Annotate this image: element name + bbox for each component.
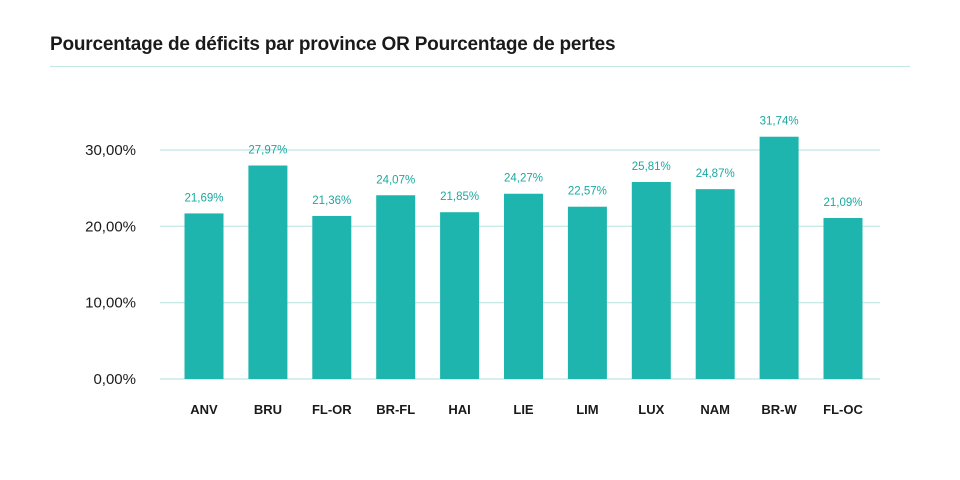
x-tick-label: BR-W [761,402,797,417]
chart-title: Pourcentage de déficits par province OR … [50,34,616,55]
data-label: 27,97% [248,144,287,156]
data-label: 21,85% [440,191,479,203]
y-tick-label: 0,00% [93,371,136,388]
bar [695,189,735,379]
x-tick-label: LIE [513,402,534,417]
bar [440,212,480,379]
x-tick-label: BRU [254,402,282,417]
x-tick-label: BR-FL [376,402,415,417]
y-tick-label: 20,00% [85,218,136,235]
bar [823,218,863,379]
bar [504,193,543,379]
bar [631,181,671,379]
data-label: 21,09% [823,197,862,209]
x-tick-label: NAM [700,402,730,417]
data-label: 24,07% [376,174,415,186]
data-label: 22,57% [568,186,607,198]
bar [376,195,416,379]
data-label: 31,74% [760,116,799,128]
y-tick-label: 30,00% [85,142,136,159]
x-tick-label: ANV [190,402,218,417]
bar [759,136,799,379]
x-tick-label: LIM [576,402,598,417]
data-label: 24,27% [504,173,543,185]
bar [312,215,352,379]
x-tick-label: FL-OR [312,402,352,417]
data-label: 25,81% [632,161,671,173]
bar [567,206,607,379]
data-label: 24,87% [696,168,735,180]
x-tick-label: FL-OC [823,402,863,417]
title-divider [50,66,910,67]
data-label: 21,69% [184,192,223,204]
bar [248,165,288,379]
x-tick-label: HAI [448,402,470,417]
x-tick-label: LUX [638,402,664,417]
y-tick-label: 10,00% [85,295,136,312]
bar [184,213,224,379]
data-label: 21,36% [312,195,351,207]
